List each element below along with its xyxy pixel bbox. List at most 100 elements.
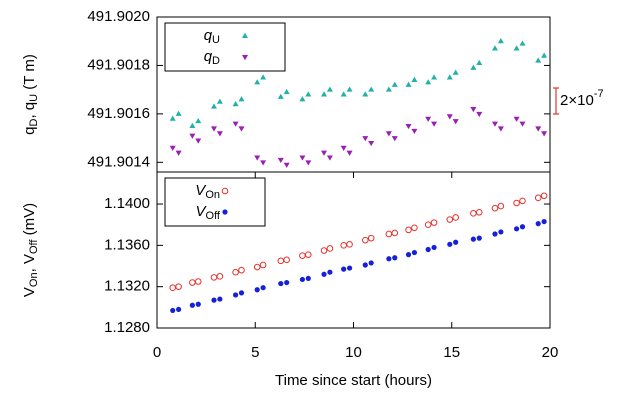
x-axis-label: Time since start (hours) bbox=[275, 372, 432, 389]
point bbox=[211, 297, 217, 303]
y-axis-label-part: U bbox=[28, 94, 40, 102]
point bbox=[305, 275, 311, 282]
point bbox=[470, 107, 477, 113]
point bbox=[176, 306, 182, 313]
y-axis-label-part: D bbox=[28, 118, 40, 126]
point bbox=[254, 287, 260, 293]
point bbox=[189, 279, 196, 286]
point bbox=[321, 91, 328, 97]
y-axis-label-part: V bbox=[21, 287, 38, 297]
point bbox=[189, 133, 196, 139]
point bbox=[470, 210, 477, 217]
legend-label: qU bbox=[204, 27, 220, 46]
point bbox=[340, 242, 347, 249]
point bbox=[277, 93, 284, 99]
point bbox=[475, 208, 483, 216]
point bbox=[326, 86, 333, 92]
point bbox=[431, 244, 437, 251]
point bbox=[476, 111, 483, 118]
point bbox=[368, 140, 375, 147]
legend-label: VOff bbox=[196, 203, 221, 222]
point bbox=[541, 131, 548, 137]
annotation: 2×10-7 bbox=[560, 88, 604, 109]
y-axis-label: qD, qU (T m) bbox=[21, 54, 40, 135]
point bbox=[519, 224, 526, 230]
point bbox=[327, 269, 333, 275]
point bbox=[175, 150, 182, 156]
point bbox=[242, 32, 248, 38]
point bbox=[346, 150, 353, 156]
legend-box bbox=[164, 22, 286, 72]
point bbox=[254, 79, 261, 85]
point bbox=[210, 103, 217, 109]
point bbox=[216, 98, 223, 104]
point bbox=[175, 283, 182, 290]
point bbox=[232, 100, 239, 107]
point bbox=[320, 247, 328, 254]
annotation-exponent: -7 bbox=[594, 88, 604, 100]
point bbox=[238, 266, 245, 274]
y-axis-label-part: (T m) bbox=[21, 54, 38, 94]
point bbox=[299, 276, 306, 283]
point bbox=[216, 131, 223, 137]
y-tick-label: 1.1320 bbox=[104, 278, 150, 295]
legend-box bbox=[164, 177, 266, 227]
point bbox=[189, 122, 196, 128]
point bbox=[260, 160, 267, 166]
point bbox=[169, 284, 177, 292]
point bbox=[194, 278, 202, 285]
y-tick-label: 1.1400 bbox=[104, 195, 150, 212]
point bbox=[368, 86, 375, 92]
point bbox=[232, 121, 239, 127]
point bbox=[405, 252, 412, 258]
point bbox=[452, 214, 459, 221]
x-tick-label: 20 bbox=[542, 344, 559, 361]
point bbox=[519, 40, 526, 46]
point bbox=[519, 197, 526, 205]
point bbox=[446, 114, 453, 120]
point bbox=[431, 121, 438, 127]
point bbox=[222, 209, 228, 215]
point bbox=[368, 260, 374, 266]
point bbox=[385, 230, 393, 238]
point bbox=[238, 290, 245, 296]
point bbox=[361, 236, 369, 244]
legend-label-sub: U bbox=[212, 34, 220, 46]
point bbox=[259, 261, 267, 269]
x-tick-label: 5 bbox=[251, 344, 259, 361]
x-tick-label: 15 bbox=[443, 344, 460, 361]
point bbox=[169, 115, 176, 121]
point bbox=[283, 88, 290, 95]
legend-label-name: V bbox=[195, 182, 207, 199]
point bbox=[535, 126, 542, 132]
legend-label-sub: On bbox=[205, 189, 220, 201]
point bbox=[321, 271, 327, 277]
point bbox=[367, 234, 375, 242]
point bbox=[411, 76, 418, 82]
point bbox=[534, 194, 542, 202]
point bbox=[492, 231, 498, 237]
point bbox=[232, 268, 239, 276]
point bbox=[497, 38, 504, 44]
point bbox=[346, 265, 353, 271]
point bbox=[195, 138, 202, 144]
point bbox=[305, 251, 312, 258]
y-axis-label-part: , V bbox=[21, 254, 38, 272]
y-axis-label-part: , q bbox=[21, 102, 38, 119]
y-tick-label: 491.9020 bbox=[87, 8, 150, 25]
point bbox=[362, 91, 369, 97]
point bbox=[513, 45, 520, 51]
point bbox=[392, 255, 398, 261]
point bbox=[216, 273, 224, 280]
point bbox=[385, 86, 392, 92]
point bbox=[452, 119, 459, 125]
point bbox=[386, 256, 392, 262]
y-tick-label: 491.9016 bbox=[87, 105, 150, 122]
point bbox=[491, 204, 499, 212]
point bbox=[391, 229, 399, 237]
legend-label-name: q bbox=[204, 48, 213, 65]
legend-label-name: V bbox=[196, 203, 208, 220]
point bbox=[447, 241, 453, 247]
point bbox=[238, 96, 245, 102]
point bbox=[476, 235, 482, 241]
